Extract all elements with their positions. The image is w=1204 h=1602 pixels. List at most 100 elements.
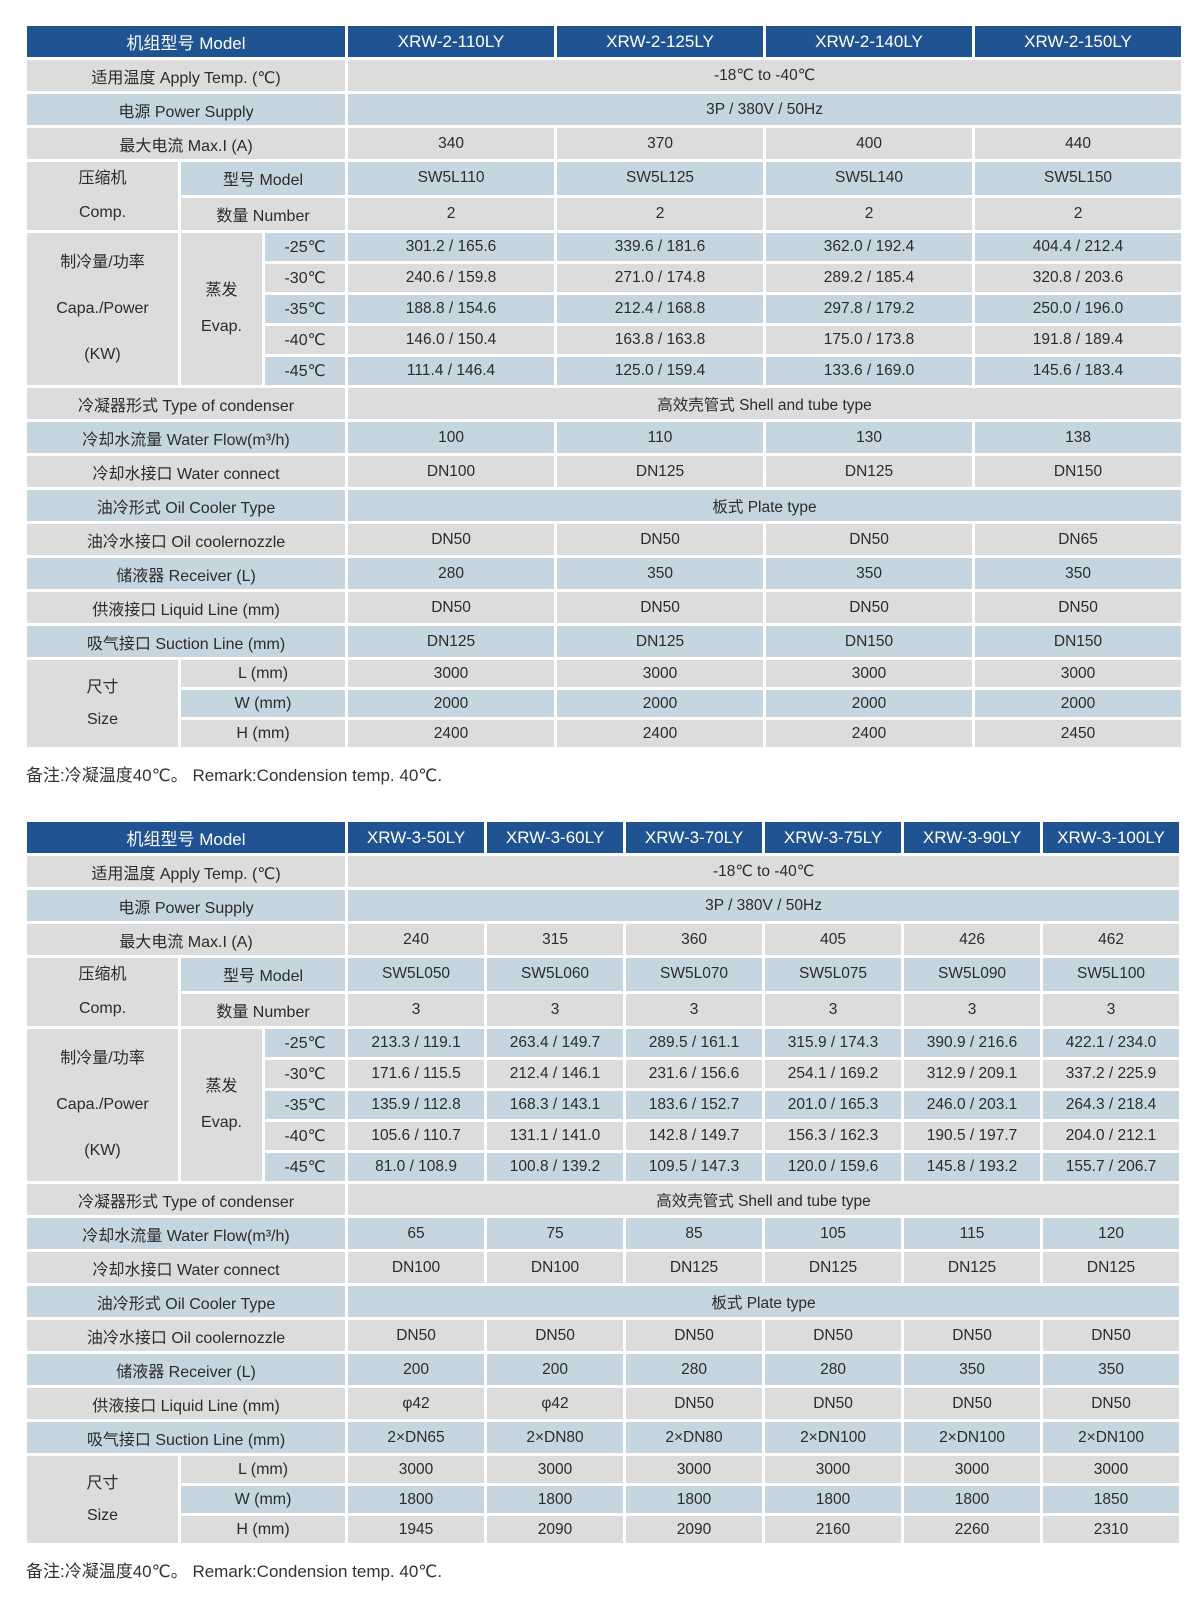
value-capacity: 168.3 / 143.1	[484, 1088, 627, 1122]
model-column-header: XRW-2-140LY	[763, 23, 976, 60]
value-oil-nozzle: DN50	[345, 1317, 488, 1354]
value-size-w: 1800	[623, 1483, 766, 1516]
value-capacity: 390.9 / 216.6	[901, 1026, 1044, 1060]
value-capacity: 145.6 / 183.4	[972, 354, 1185, 388]
value-water-flow: 65	[345, 1215, 488, 1252]
value-size-l: 3000	[484, 1453, 627, 1486]
value-receiver: 200	[345, 1351, 488, 1388]
table-row: 压缩机 Comp. 型号 Model SW5L110 SW5L125 SW5L140 SW5…	[24, 159, 1185, 233]
value-water-connect: DN100	[484, 1249, 627, 1286]
row-label-size-w: W (mm)	[177, 1483, 349, 1516]
row-label-water-flow: 冷却水流量 Water Flow(m³/h)	[23, 419, 349, 456]
value-size-h: 2310	[1040, 1513, 1183, 1546]
label-line: 蒸发	[205, 282, 238, 299]
row-label-size-h: H (mm)	[177, 717, 349, 750]
value-comp-model: SW5L150	[972, 159, 1185, 198]
value-comp-model: SW5L075	[762, 955, 905, 994]
evap-temp-label: -35℃	[261, 292, 349, 326]
value-power-supply: 3P / 380V / 50Hz	[345, 887, 1183, 924]
value-capacity: 175.0 / 173.8	[763, 323, 976, 357]
value-capacity: 125.0 / 159.4	[554, 354, 767, 388]
value-suction-line: DN125	[345, 623, 558, 660]
value-receiver: 350	[763, 555, 976, 592]
value-capacity: 254.1 / 169.2	[762, 1057, 905, 1091]
table-row: 压缩机 Comp. 型号 Model SW5L050 SW5L060 SW5L070 SW5…	[24, 955, 1183, 1029]
table-row: -35℃ 135.9 / 112.8 168.3 / 143.1 183.6 / 15…	[26, 1088, 1183, 1122]
value-water-flow: 85	[623, 1215, 766, 1252]
label-line: 压缩机	[78, 170, 127, 187]
value-capacity: 100.8 / 139.2	[484, 1150, 627, 1184]
value-size-l: 3000	[345, 657, 558, 690]
row-label-oil-cooler-type: 油冷形式 Oil Cooler Type	[23, 487, 349, 524]
capacity-group-label: 制冷量/功率 Capa./Power (KW)	[24, 1026, 181, 1184]
value-capacity: 231.6 / 156.6	[623, 1057, 766, 1091]
value-capacity: 146.0 / 150.4	[345, 323, 558, 357]
value-size-w: 2000	[763, 687, 976, 720]
evap-temp-label: -30℃	[261, 1057, 349, 1091]
value-size-h: 1945	[345, 1513, 488, 1546]
value-max-current: 315	[484, 921, 627, 958]
value-size-h: 2400	[345, 717, 558, 750]
table-row: 尺寸 Size L (mm) 3000 3000 3000 3000	[24, 657, 1185, 750]
spec-table-xrw2: 机组型号 Model XRW-2-110LY XRW-2-125LY XRW-2-14…	[23, 23, 1185, 750]
table-row: 油冷形式 Oil Cooler Type 板式 Plate type	[23, 487, 1185, 524]
value-size-w: 1800	[762, 1483, 905, 1516]
table-row: 油冷水接口 Oil coolernozzle DN50 DN50 DN50 DN65	[23, 521, 1185, 558]
table-row: 数量 Number 2 2 2 2	[26, 194, 1185, 233]
value-liquid-line: DN50	[901, 1385, 1044, 1422]
value-water-flow: 105	[762, 1215, 905, 1252]
value-size-w: 2000	[554, 687, 767, 720]
row-label-comp-model: 型号 Model	[177, 159, 349, 198]
row-label-water-connect: 冷却水接口 Water connect	[23, 453, 349, 490]
value-liquid-line: φ42	[484, 1385, 627, 1422]
table-row: 供液接口 Liquid Line (mm) DN50 DN50 DN50 DN50	[23, 589, 1185, 626]
label-line: Size	[86, 1506, 119, 1524]
model-column-header: XRW-3-100LY	[1040, 819, 1183, 856]
value-comp-model: SW5L060	[484, 955, 627, 994]
model-header-label: 机组型号 Model	[23, 819, 349, 856]
value-capacity: 289.5 / 161.1	[623, 1026, 766, 1060]
value-size-h: 2400	[763, 717, 976, 750]
value-capacity: 315.9 / 174.3	[762, 1026, 905, 1060]
table-row: 供液接口 Liquid Line (mm) φ42 φ42 DN50 DN50 DN50 D…	[23, 1385, 1183, 1422]
value-capacity: 271.0 / 174.8	[554, 261, 767, 295]
value-water-connect: DN125	[1040, 1249, 1183, 1286]
value-max-current: 370	[554, 125, 767, 162]
evap-group-label: 蒸发 Evap.	[178, 1026, 265, 1184]
value-max-current: 426	[901, 921, 1044, 958]
row-label-receiver: 储液器 Receiver (L)	[23, 1351, 349, 1388]
value-receiver: 200	[484, 1351, 627, 1388]
value-water-flow: 110	[554, 419, 767, 456]
value-water-flow: 120	[1040, 1215, 1183, 1252]
value-comp-model: SW5L050	[345, 955, 488, 994]
evap-temp-label: -25℃	[261, 1026, 349, 1060]
value-oil-nozzle: DN50	[623, 1317, 766, 1354]
table-row: -45℃ 81.0 / 108.9 100.8 / 139.2 109.5 / 147…	[26, 1150, 1183, 1184]
value-capacity: 81.0 / 108.9	[345, 1150, 488, 1184]
value-capacity: 212.4 / 146.1	[484, 1057, 627, 1091]
value-capacity: 145.8 / 193.2	[901, 1150, 1044, 1184]
table-row: 储液器 Receiver (L) 280 350 350 350	[23, 555, 1185, 592]
value-liquid-line: DN50	[972, 589, 1185, 626]
value-max-current: 405	[762, 921, 905, 958]
row-label-apply-temp: 适用温度 Apply Temp. (℃)	[23, 57, 349, 94]
value-size-l: 3000	[623, 1453, 766, 1486]
value-liquid-line: DN50	[762, 1385, 905, 1422]
value-capacity: 133.6 / 169.0	[763, 354, 976, 388]
row-label-liquid-line: 供液接口 Liquid Line (mm)	[23, 1385, 349, 1422]
value-size-h: 2160	[762, 1513, 905, 1546]
value-oil-cooler-type: 板式 Plate type	[345, 487, 1185, 524]
table-row: 适用温度 Apply Temp. (℃) -18℃ to -40℃	[23, 853, 1183, 890]
spec-section-xrw2: 机组型号 Model XRW-2-110LY XRW-2-125LY XRW-2-14…	[23, 23, 1185, 786]
value-size-h: 2400	[554, 717, 767, 750]
model-header-label: 机组型号 Model	[23, 23, 349, 60]
value-capacity: 142.8 / 149.7	[623, 1119, 766, 1153]
label-line: Capa./Power	[56, 300, 149, 317]
value-size-l: 3000	[763, 657, 976, 690]
value-suction-line: DN125	[554, 623, 767, 660]
value-oil-nozzle: DN50	[762, 1317, 905, 1354]
value-oil-nozzle: DN50	[554, 521, 767, 558]
model-column-header: XRW-3-60LY	[484, 819, 627, 856]
value-oil-nozzle: DN50	[763, 521, 976, 558]
value-water-connect: DN125	[763, 453, 976, 490]
